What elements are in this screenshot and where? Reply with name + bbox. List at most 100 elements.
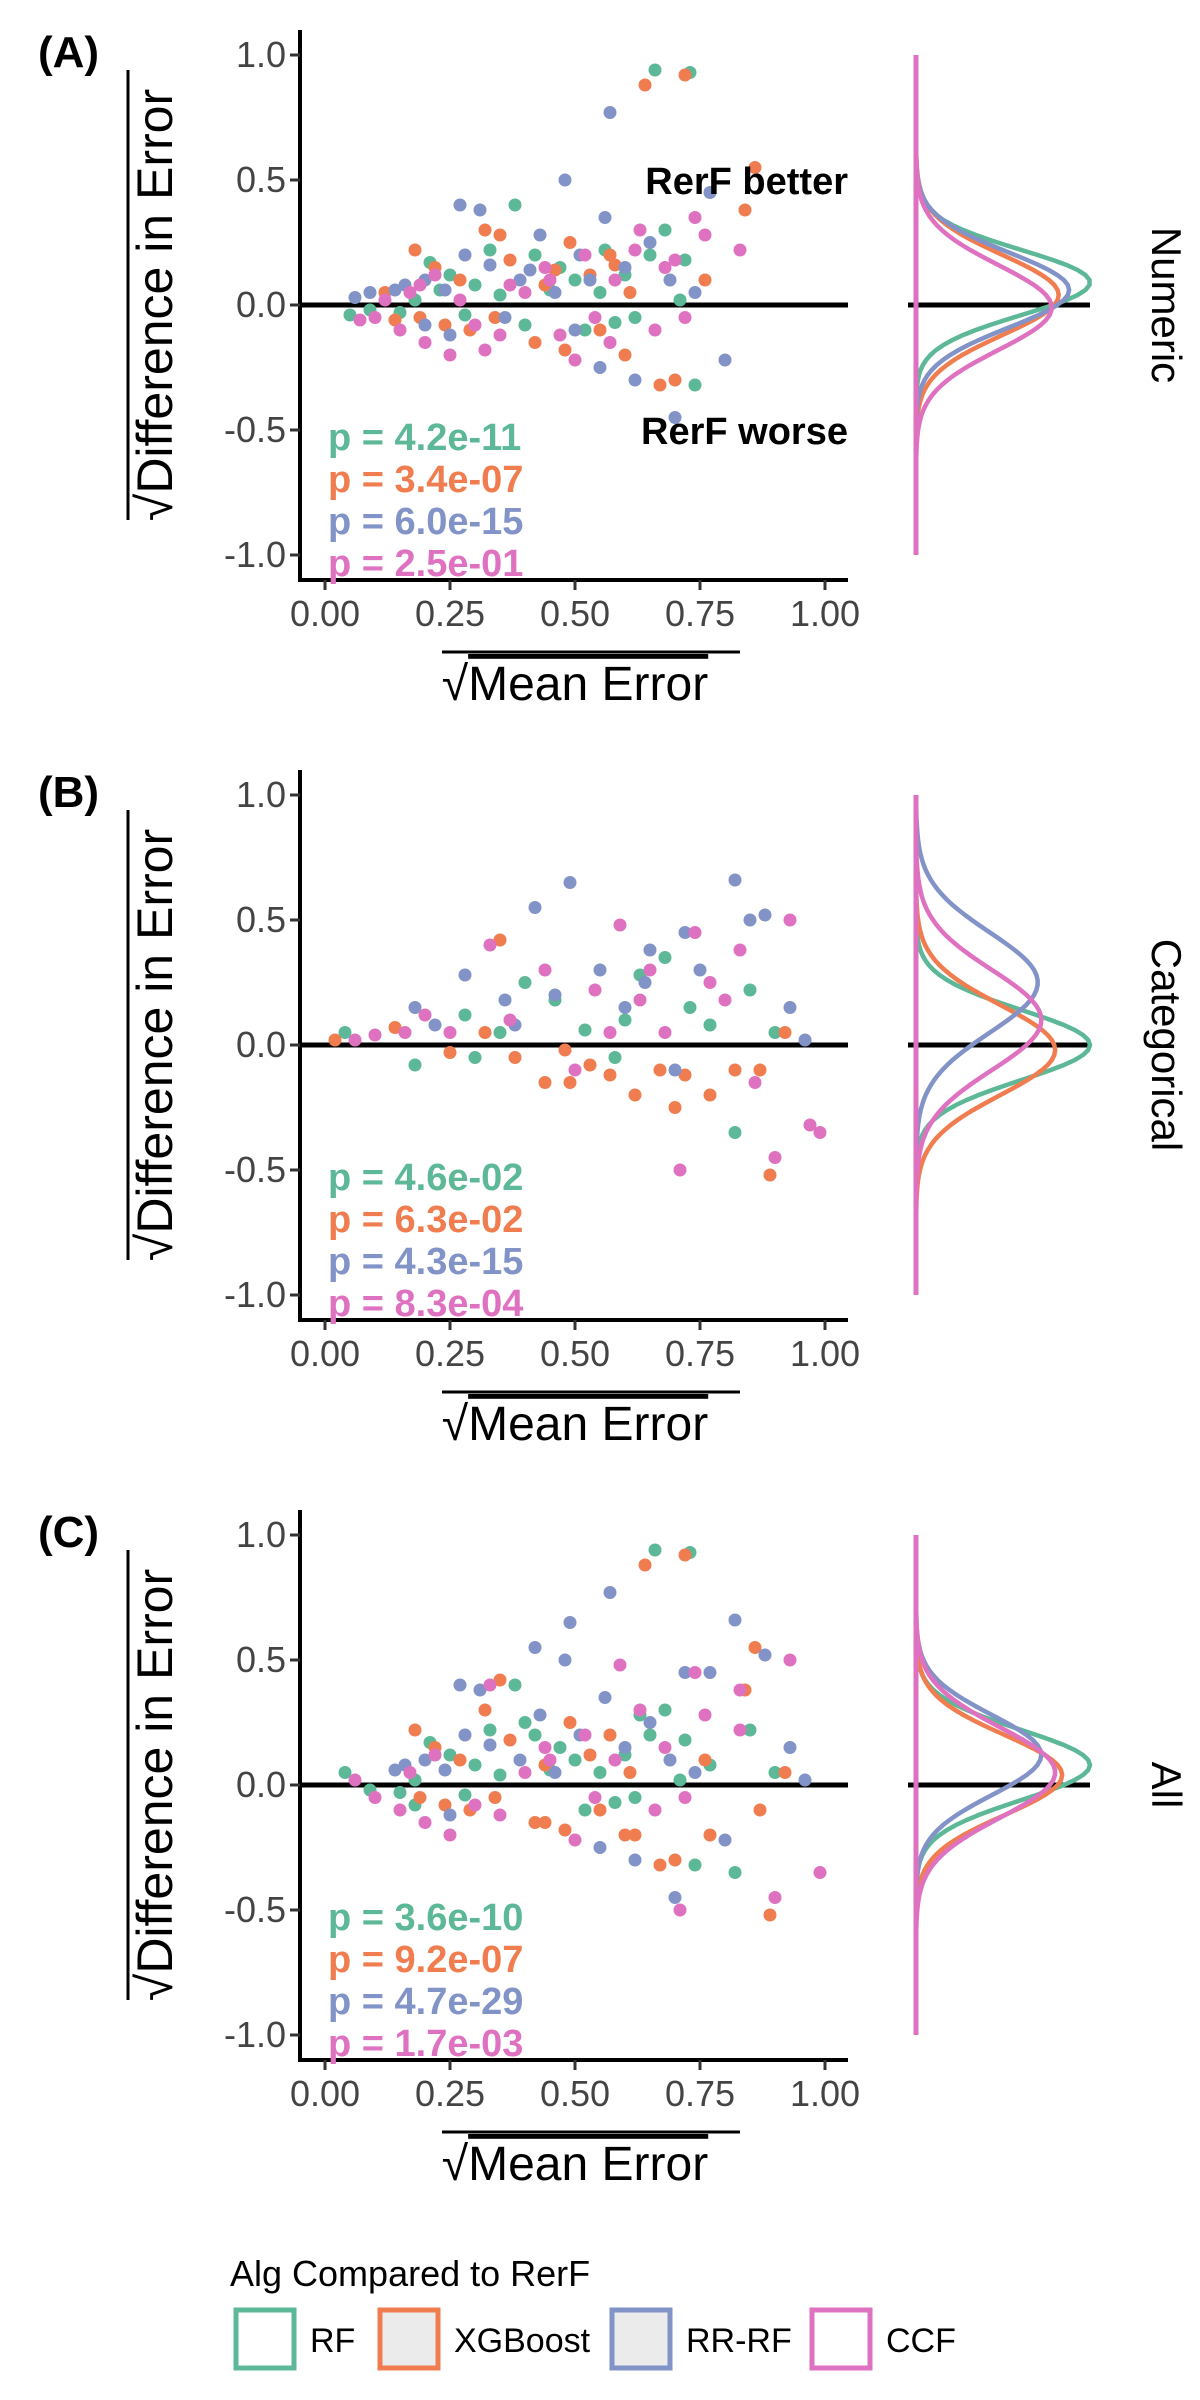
data-point (483, 1723, 497, 1737)
data-point (618, 1828, 632, 1842)
data-point (748, 1076, 762, 1089)
y-tick-label: 1.0 (236, 774, 286, 815)
data-point (493, 228, 507, 242)
pvalue-rf: p = 4.2e-11 (328, 417, 521, 459)
x-axis-sqrt-sign: √ (442, 658, 469, 711)
data-point (678, 1548, 692, 1562)
data-point (698, 273, 712, 287)
data-point (668, 253, 682, 267)
data-point (743, 1723, 757, 1737)
y-tick-label: -1.0 (224, 2014, 286, 2055)
legend-key (809, 2307, 873, 2371)
series-ccf (348, 1653, 827, 1917)
data-point (458, 248, 472, 262)
x-tick-label: 0.25 (415, 2073, 485, 2114)
legend-label: RR-RF (686, 2322, 792, 2360)
legend-item-xgboost: XGBoost (377, 2307, 591, 2371)
data-point (768, 1026, 782, 1039)
data-point (768, 1151, 782, 1164)
data-point (688, 378, 702, 392)
data-point (583, 273, 597, 287)
data-point (453, 273, 467, 287)
data-point (338, 1026, 352, 1039)
data-point (393, 1786, 407, 1799)
data-point (468, 278, 482, 292)
data-point (568, 1833, 582, 1847)
data-point (473, 203, 487, 217)
data-point (508, 198, 522, 212)
data-point (338, 1766, 352, 1779)
data-point (483, 938, 497, 952)
legend-title: Alg Compared to RerF (230, 2253, 590, 2294)
data-point (783, 1741, 797, 1754)
facet-label: Numeric (1143, 227, 1190, 383)
data-point (628, 373, 642, 387)
data-point (578, 1728, 592, 1742)
data-point (503, 1013, 517, 1027)
pvalue-xgboost: p = 3.4e-07 (328, 459, 523, 501)
data-point (438, 283, 452, 297)
panel-numeric: (A) 1.0 0.5 0.0 -0.5 -1.00.00 0.25 0.50 0.75 1.00… (38, 28, 1190, 711)
data-point (368, 1028, 382, 1042)
data-point (738, 203, 752, 217)
data-point (603, 1728, 617, 1742)
data-point (688, 286, 702, 299)
legend-label: RF (310, 2322, 355, 2360)
data-point (493, 328, 507, 342)
data-point (538, 1816, 552, 1829)
data-point (538, 261, 552, 274)
y-axis-title: √Difference in Error (127, 1569, 183, 2001)
data-point (643, 943, 657, 957)
data-point (598, 1691, 612, 1704)
data-point (398, 1026, 412, 1039)
data-point (528, 1641, 542, 1654)
data-point (763, 1908, 777, 1922)
y-tick-label: 0.5 (236, 159, 286, 200)
data-point (438, 1763, 452, 1777)
panel-label: (B) (38, 768, 99, 817)
data-point (703, 1666, 717, 1679)
data-point (593, 361, 607, 374)
pvalue-xgboost: p = 9.2e-07 (328, 1939, 523, 1981)
data-point (733, 943, 747, 957)
data-point (638, 78, 652, 92)
data-point (748, 161, 762, 174)
y-tick-label: 0.0 (236, 284, 286, 325)
x-tick-label: 0.25 (415, 593, 485, 634)
data-point (783, 1001, 797, 1014)
data-point (348, 1773, 362, 1787)
y-tick-label: 0.0 (236, 1024, 286, 1065)
data-point (628, 1088, 642, 1102)
data-point (743, 983, 757, 997)
data-point (388, 1021, 402, 1034)
x-axis-title-text: Mean Error (468, 658, 708, 711)
y-tick-label: 0.5 (236, 1639, 286, 1680)
data-point (703, 186, 717, 199)
data-point (703, 1828, 717, 1842)
legend-label: XGBoost (454, 2322, 591, 2360)
x-tick-label: 0.75 (665, 593, 735, 634)
density-numeric (908, 55, 1092, 555)
legend-label: CCF (886, 2322, 956, 2360)
data-point (733, 1723, 747, 1737)
data-point (588, 1791, 602, 1804)
x-tick-label: 0.00 (290, 593, 360, 634)
data-point (458, 1788, 472, 1802)
data-point (703, 976, 717, 989)
data-point (503, 1733, 517, 1747)
data-point (503, 253, 517, 267)
data-point (668, 411, 682, 424)
data-point (458, 1008, 472, 1022)
x-axis-title-text: Mean Error (468, 2138, 708, 2191)
data-point (678, 1733, 692, 1747)
data-point (443, 1828, 457, 1842)
pvalue-rr-rf: p = 6.0e-15 (328, 501, 523, 543)
data-point (758, 908, 772, 922)
data-point (493, 1808, 507, 1822)
panel-label: (A) (38, 28, 99, 77)
data-point (663, 273, 677, 287)
data-point (643, 963, 657, 977)
data-point (628, 243, 642, 257)
data-point (578, 1803, 592, 1817)
data-point (728, 1866, 742, 1879)
